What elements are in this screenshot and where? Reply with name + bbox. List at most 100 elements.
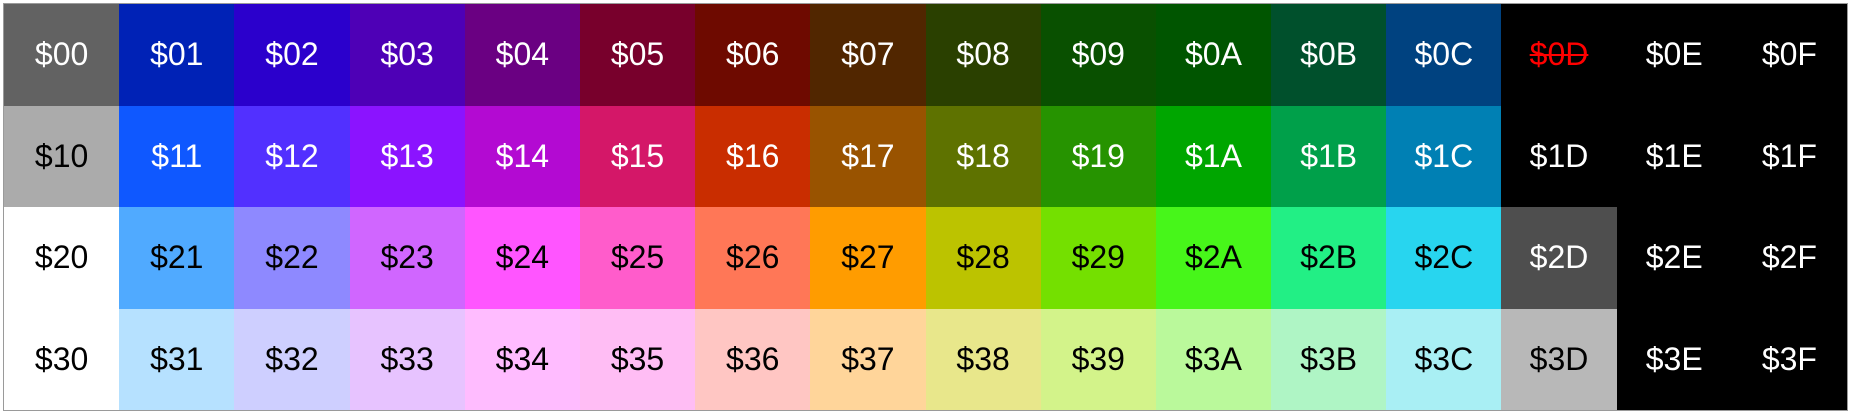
swatch-label: $3A: [1185, 340, 1242, 377]
swatch-label: $25: [610, 239, 665, 276]
swatch-label: $35: [610, 340, 665, 377]
palette-swatch[interactable]: $0F: [1731, 4, 1847, 106]
palette-swatch[interactable]: $38: [925, 308, 1041, 410]
palette-swatch[interactable]: $09: [1040, 4, 1156, 106]
swatch-label: $21: [150, 239, 204, 276]
swatch-label: $14: [495, 137, 550, 174]
palette-swatch[interactable]: $39: [1040, 308, 1156, 410]
palette-swatch[interactable]: $3C: [1386, 308, 1502, 410]
palette-swatch[interactable]: $0B: [1271, 4, 1387, 106]
palette-swatch[interactable]: $15: [579, 105, 696, 207]
palette-swatch[interactable]: $33: [349, 308, 465, 410]
palette-swatch[interactable]: $14: [464, 105, 580, 207]
swatch-label: $27: [841, 239, 895, 276]
palette-swatch[interactable]: $0D: [1501, 4, 1617, 106]
palette-swatch[interactable]: $2A: [1155, 207, 1272, 309]
palette-swatch[interactable]: $3A: [1155, 308, 1272, 410]
swatch-label: $3E: [1645, 340, 1703, 377]
palette-swatch[interactable]: $3E: [1616, 308, 1732, 410]
palette-swatch[interactable]: $3F: [1731, 308, 1847, 410]
palette-swatch[interactable]: $17: [810, 105, 926, 207]
palette-swatch[interactable]: $23: [349, 207, 465, 309]
palette-swatch[interactable]: $07: [810, 4, 926, 106]
palette-swatch[interactable]: $08: [925, 4, 1041, 106]
palette-swatch[interactable]: $03: [349, 4, 465, 106]
swatch-label: $07: [841, 36, 895, 73]
swatch-label: $03: [380, 36, 434, 73]
palette-swatch[interactable]: $30: [4, 308, 120, 410]
palette-swatch[interactable]: $26: [695, 207, 811, 309]
palette-swatch[interactable]: $2F: [1731, 207, 1847, 309]
color-palette-grid: $00 $01 $02 $03 $04 $05 $06 $07 $08 $09 $0A $0B $0C $…: [3, 3, 1848, 411]
palette-swatch[interactable]: $19: [1040, 105, 1156, 207]
swatch-label: $01: [150, 36, 204, 73]
palette-swatch[interactable]: $2B: [1271, 207, 1387, 309]
palette-swatch[interactable]: $36: [695, 308, 811, 410]
palette-swatch[interactable]: $35: [579, 308, 696, 410]
swatch-label: $34: [495, 340, 550, 377]
palette-swatch[interactable]: $18: [925, 105, 1041, 207]
palette-swatch[interactable]: $04: [464, 4, 580, 106]
palette-swatch[interactable]: $1E: [1616, 105, 1732, 207]
swatch-label: $2B: [1300, 239, 1358, 276]
swatch-label: $29: [1071, 239, 1125, 276]
swatch-label: $1E: [1645, 137, 1703, 174]
palette-swatch[interactable]: $00: [4, 4, 120, 106]
swatch-label: $0B: [1300, 36, 1358, 73]
palette-swatch[interactable]: $12: [234, 105, 350, 207]
swatch-label: $10: [34, 137, 89, 174]
palette-swatch[interactable]: $27: [810, 207, 926, 309]
swatch-label: $3F: [1761, 340, 1817, 377]
palette-swatch[interactable]: $3D: [1501, 308, 1617, 410]
palette-swatch[interactable]: $2C: [1386, 207, 1502, 309]
swatch-label: $19: [1071, 137, 1125, 174]
palette-swatch[interactable]: $10: [4, 105, 120, 207]
swatch-label: $3B: [1300, 340, 1358, 377]
palette-swatch[interactable]: $1D: [1501, 105, 1617, 207]
swatch-label: $0F: [1761, 36, 1817, 73]
palette-swatch[interactable]: $05: [579, 4, 696, 106]
swatch-label: $11: [151, 137, 203, 174]
palette-swatch[interactable]: $2D: [1501, 207, 1617, 309]
palette-swatch[interactable]: $1C: [1386, 105, 1502, 207]
swatch-label: $15: [610, 137, 665, 174]
swatch-label: $09: [1071, 36, 1125, 73]
swatch-label: $08: [956, 36, 1010, 73]
swatch-label: $20: [34, 239, 89, 276]
palette-swatch[interactable]: $02: [234, 4, 350, 106]
palette-swatch[interactable]: $0E: [1616, 4, 1732, 106]
swatch-label: $00: [34, 36, 89, 73]
swatch-label: $24: [495, 239, 550, 276]
palette-swatch[interactable]: $11: [119, 105, 235, 207]
palette-swatch[interactable]: $21: [119, 207, 235, 309]
palette-swatch[interactable]: $2E: [1616, 207, 1732, 309]
palette-swatch[interactable]: $1B: [1271, 105, 1387, 207]
palette-swatch[interactable]: $25: [579, 207, 696, 309]
palette-swatch[interactable]: $22: [234, 207, 350, 309]
palette-swatch[interactable]: $16: [695, 105, 811, 207]
palette-swatch[interactable]: $13: [349, 105, 465, 207]
palette-swatch[interactable]: $24: [464, 207, 580, 309]
palette-swatch[interactable]: $1F: [1731, 105, 1847, 207]
palette-swatch[interactable]: $37: [810, 308, 926, 410]
swatch-label: $05: [610, 36, 665, 73]
swatch-label: $2A: [1185, 239, 1242, 276]
palette-swatch[interactable]: $3B: [1271, 308, 1387, 410]
palette-swatch[interactable]: $01: [119, 4, 235, 106]
palette-swatch[interactable]: $20: [4, 207, 120, 309]
palette-swatch[interactable]: $1A: [1155, 105, 1272, 207]
swatch-label: $36: [726, 340, 780, 377]
palette-swatch[interactable]: $28: [925, 207, 1041, 309]
palette-swatch[interactable]: $0A: [1155, 4, 1272, 106]
palette-swatch[interactable]: $31: [119, 308, 235, 410]
palette-swatch[interactable]: $0C: [1386, 4, 1502, 106]
palette-swatch[interactable]: $34: [464, 308, 580, 410]
palette-swatch[interactable]: $29: [1040, 207, 1156, 309]
swatch-label: $1C: [1414, 137, 1474, 174]
swatch-label: $0A: [1185, 36, 1242, 73]
swatch-label: $13: [380, 137, 434, 174]
swatch-label: $23: [380, 239, 434, 276]
palette-swatch[interactable]: $06: [695, 4, 811, 106]
swatch-label: $30: [34, 340, 89, 377]
palette-swatch[interactable]: $32: [234, 308, 350, 410]
